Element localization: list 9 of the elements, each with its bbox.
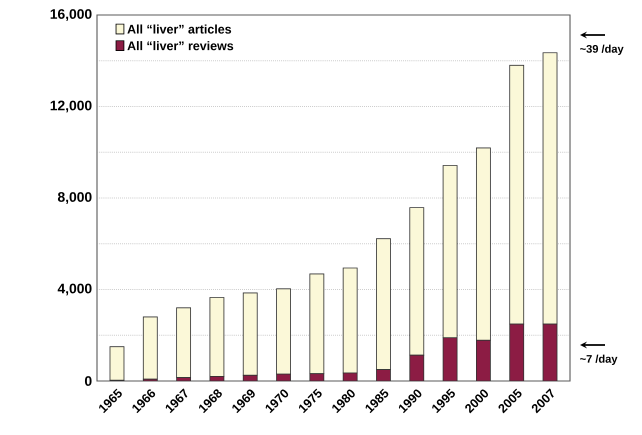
legend-label: All “liver” articles xyxy=(127,24,232,34)
text: ~7 /day xyxy=(580,354,618,365)
y-tick-label: 4,000 xyxy=(58,284,92,296)
y-tick-label: 0 xyxy=(84,376,92,386)
y-tick-label: 16,000 xyxy=(50,9,92,21)
text: ~39 /day xyxy=(580,44,624,55)
legend-label: All “liver” reviews xyxy=(127,41,234,50)
y-tick-label: 8,000 xyxy=(58,192,92,204)
y-tick-label: 12,000 xyxy=(50,100,92,112)
